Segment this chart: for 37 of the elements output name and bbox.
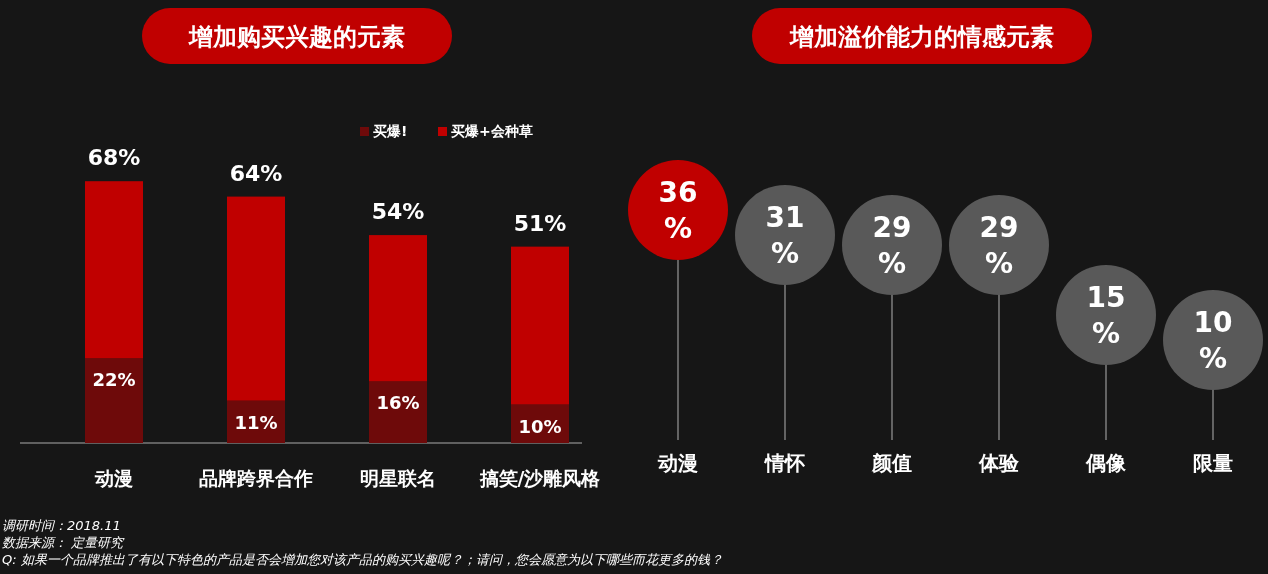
x-tick-label: 情怀 (763, 451, 806, 475)
bar (511, 246, 569, 405)
data-label: 31 % (765, 201, 805, 270)
data-label: 16% (376, 392, 420, 414)
x-tick-label: 搞笑/沙雕风格 (478, 467, 602, 489)
text: Q: 如果一个品牌推出了有以下特色的产品是否会增加您对该产品的购买兴趣呢？；请问，您会愿意为以下哪些而花更多的钱？ (2, 552, 723, 567)
bar (227, 196, 285, 401)
x-tick-label: 体验 (978, 451, 1020, 475)
bar (369, 235, 427, 382)
legend-label: 买爆! (373, 123, 408, 139)
data-label: 36 % (658, 176, 698, 245)
total-label: 51% (513, 210, 567, 236)
text: 调研时间：2018.11 (2, 518, 121, 533)
legend-label: 买爆+会种草 (451, 123, 533, 139)
chart-title: 增加溢价能力的情感元素 (789, 23, 1054, 51)
data-label: 10 % (1193, 306, 1233, 375)
bar (85, 181, 143, 359)
x-tick-label: 动漫 (94, 467, 133, 489)
data-label: 10% (518, 415, 562, 437)
bar (85, 358, 143, 443)
data-label: 29 % (979, 211, 1019, 280)
data-label: 29 % (872, 211, 912, 280)
x-tick-label: 颜值 (871, 451, 912, 475)
x-tick-label: 偶像 (1085, 451, 1127, 475)
x-tick-label: 限量 (1193, 451, 1233, 475)
x-tick-label: 品牌跨界合作 (199, 467, 313, 489)
data-label: 15 % (1086, 281, 1126, 350)
x-tick-label: 明星联名 (360, 467, 436, 489)
chart-title: 增加购买兴趣的元素 (188, 23, 405, 51)
x-tick-label: 动漫 (657, 451, 698, 475)
data-label: 22% (92, 369, 136, 391)
total-label: 54% (371, 199, 425, 225)
source-note: 数据来源： 定量研究 (2, 535, 126, 550)
data-label: 11% (234, 411, 278, 433)
total-label: 64% (229, 160, 283, 186)
bar (369, 381, 427, 443)
total-label: 68% (87, 145, 141, 171)
